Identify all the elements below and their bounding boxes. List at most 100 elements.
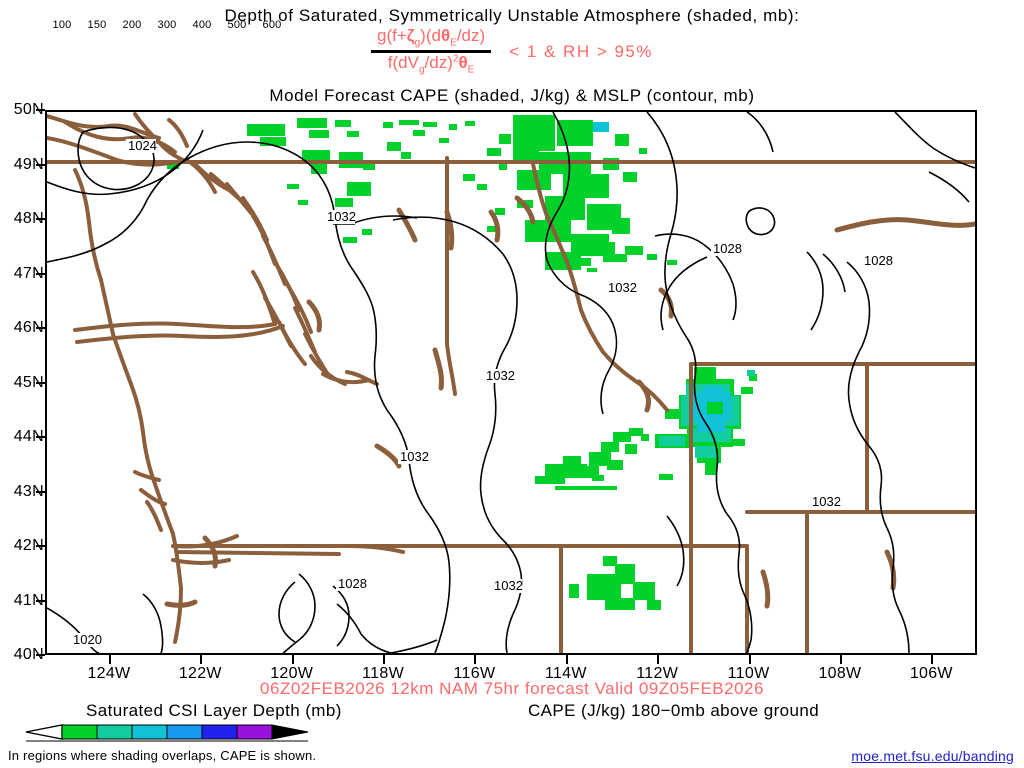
latitude-tick-mark bbox=[36, 490, 45, 493]
latitude-tick-label: 42N bbox=[13, 537, 44, 554]
page-title: Depth of Saturated, Symmetrically Unstab… bbox=[224, 6, 800, 25]
mslp-contour-label: 1020 bbox=[73, 632, 102, 647]
latitude-tick-mark bbox=[36, 436, 45, 438]
longitude-tick-label: 116W bbox=[453, 665, 496, 682]
contour-label-mask bbox=[126, 139, 156, 153]
colorbar-over-arrow bbox=[271, 724, 309, 740]
colorbar-tick-label: 600 bbox=[262, 19, 282, 31]
mslp-contour-layer bbox=[47, 112, 975, 653]
colorbar-segment[interactable] bbox=[166, 724, 203, 740]
latitude-tick-mark bbox=[36, 218, 45, 220]
longitude-tick-label: 106W bbox=[909, 665, 953, 682]
colorbar[interactable] bbox=[20, 722, 309, 744]
latitude-tick-mark bbox=[36, 654, 45, 656]
legend-title-csi: Saturated CSI Layer Depth (mb) bbox=[86, 701, 342, 720]
colorbar-segment[interactable] bbox=[131, 724, 168, 740]
colorbar-graphic bbox=[25, 724, 309, 742]
latitude-tick-label: 50N bbox=[13, 101, 44, 118]
mslp-contour-label: 1032 bbox=[327, 209, 356, 224]
legend-titles: Saturated CSI Layer Depth (mb) CAPE (J/k… bbox=[0, 701, 1024, 723]
latitude-tick-label: 47N bbox=[13, 264, 44, 282]
csi-formula: g(f+ζg)(dθE/dz) f(dVg/dz)2θE < 1 & RH > … bbox=[0, 26, 1024, 76]
longitude-tick-label: 118W bbox=[362, 665, 404, 682]
mslp-contour-label: 1032 bbox=[812, 494, 841, 509]
mslp-contour-label: 1032 bbox=[486, 368, 515, 383]
longitude-tick-mark bbox=[748, 655, 751, 664]
longitude-tick-label: 114W bbox=[544, 665, 587, 682]
longitude-tick-label: 124W bbox=[87, 665, 131, 682]
colorbar-segment[interactable] bbox=[61, 724, 98, 740]
colorbar-segment[interactable] bbox=[96, 724, 133, 740]
latitude-tick-label: 48N bbox=[13, 210, 44, 227]
mslp-contour-label: 1032 bbox=[608, 280, 637, 295]
longitude-tick-mark bbox=[839, 655, 842, 664]
contour-label-mask bbox=[711, 242, 741, 256]
longitude-tick-label: 122W bbox=[178, 665, 222, 682]
latitude-tick-mark bbox=[36, 545, 45, 547]
colorbar-segment[interactable] bbox=[201, 724, 238, 740]
longitude-tick-mark bbox=[565, 655, 568, 664]
longitude-tick-label: 108W bbox=[818, 665, 862, 682]
mslp-contour-label: 1032 bbox=[494, 578, 523, 593]
latitude-tick-label: 49N bbox=[13, 155, 44, 173]
longitude-tick-mark bbox=[108, 655, 111, 664]
contour-label-mask bbox=[71, 633, 101, 647]
attribution-link[interactable]: moe.met.fsu.edu/banding bbox=[851, 748, 1014, 764]
contour-label-mask bbox=[810, 495, 840, 509]
mslp-contour-label: 1032 bbox=[400, 449, 429, 464]
formula-denominator: f(dVg/dz)2θE bbox=[387, 53, 475, 76]
latitude-tick-label: 44N bbox=[13, 428, 44, 445]
colorbar-tick-label: 400 bbox=[192, 19, 212, 31]
colorbar-tick-label: 300 bbox=[157, 19, 177, 31]
latitude-tick-mark bbox=[36, 163, 45, 166]
latitude-tick-mark bbox=[36, 599, 45, 602]
map-graphics: 1024 1032 1028 1028 1032 1032 1032 1032 1028 1032… bbox=[47, 112, 975, 653]
latitude-tick-label: 40N bbox=[13, 646, 44, 663]
latitude-tick-mark bbox=[36, 327, 45, 329]
contour-label-mask bbox=[336, 577, 366, 591]
contour-label-mask bbox=[484, 369, 514, 383]
colorbar-tick-label: 200 bbox=[122, 19, 142, 31]
colorbar-under-arrow bbox=[25, 724, 63, 740]
formula-numerator: g(f+ζg)(dθE/dz) bbox=[376, 26, 486, 49]
longitude-tick-mark bbox=[474, 655, 477, 664]
longitude-tick-mark bbox=[383, 655, 386, 664]
latitude-tick-mark bbox=[36, 381, 45, 384]
latitude-axis: 50N 49N 48N 47N 46N 45N 44N 43N 42N 41N 40N bbox=[0, 101, 45, 663]
cape-shading-layer bbox=[659, 370, 755, 458]
forecast-valid-line: 06Z02FEB2026 12km NAM 75hr forecast Vali… bbox=[260, 679, 764, 698]
latitude-tick-mark bbox=[36, 272, 45, 275]
latitude-tick-mark bbox=[36, 109, 45, 111]
colorbar-tick-label: 100 bbox=[52, 19, 72, 31]
mslp-contour-label: 1028 bbox=[713, 241, 742, 256]
geography-layer bbox=[47, 112, 975, 653]
colorbar-tick-labels: 100 150 200 300 400 500 600 bbox=[0, 19, 300, 33]
longitude-tick-mark bbox=[291, 655, 294, 664]
legend-title-cape: CAPE (J/kg) 180−0mb above ground bbox=[528, 701, 820, 720]
contour-label-mask bbox=[606, 281, 636, 295]
latitude-tick-label: 45N bbox=[13, 373, 44, 391]
longitude-tick-mark bbox=[931, 655, 934, 664]
csi-shading-layer bbox=[167, 115, 757, 610]
mslp-contour-label: 1028 bbox=[338, 576, 367, 591]
longitude-axis: 124W 122W 120W 118W 116W 114W 112W 110W 108W 106W bbox=[45, 655, 977, 685]
map-canvas[interactable]: 1024 1032 1028 1028 1032 1032 1032 1032 1028 1032… bbox=[45, 110, 977, 655]
latitude-tick-label: 43N bbox=[13, 482, 44, 500]
longitude-tick-label: 112W bbox=[636, 665, 679, 682]
fraction-bar bbox=[370, 50, 492, 54]
longitude-tick-mark bbox=[200, 655, 203, 664]
colorbar-segment[interactable] bbox=[236, 724, 273, 740]
formula-condition: < 1 & RH > 95% bbox=[509, 41, 653, 61]
overlap-note: In regions where shading overlaps, CAPE … bbox=[8, 748, 317, 763]
mslp-contour-labels: 1024 1032 1028 1028 1032 1032 1032 1032 1028 1032… bbox=[71, 138, 893, 647]
contour-label-mask bbox=[862, 254, 892, 268]
contour-label-mask bbox=[492, 579, 522, 593]
mslp-contour-label: 1024 bbox=[128, 138, 157, 153]
colorbar-tick-label: 500 bbox=[227, 19, 247, 31]
longitude-tick-mark bbox=[657, 655, 660, 664]
colorbar-tick-label: 150 bbox=[87, 19, 107, 31]
contour-label-mask bbox=[398, 450, 428, 464]
subtitle-model-forecast: Model Forecast CAPE (shaded, J/kg) & MSL… bbox=[269, 86, 755, 105]
longitude-tick-label: 110W bbox=[727, 665, 770, 682]
